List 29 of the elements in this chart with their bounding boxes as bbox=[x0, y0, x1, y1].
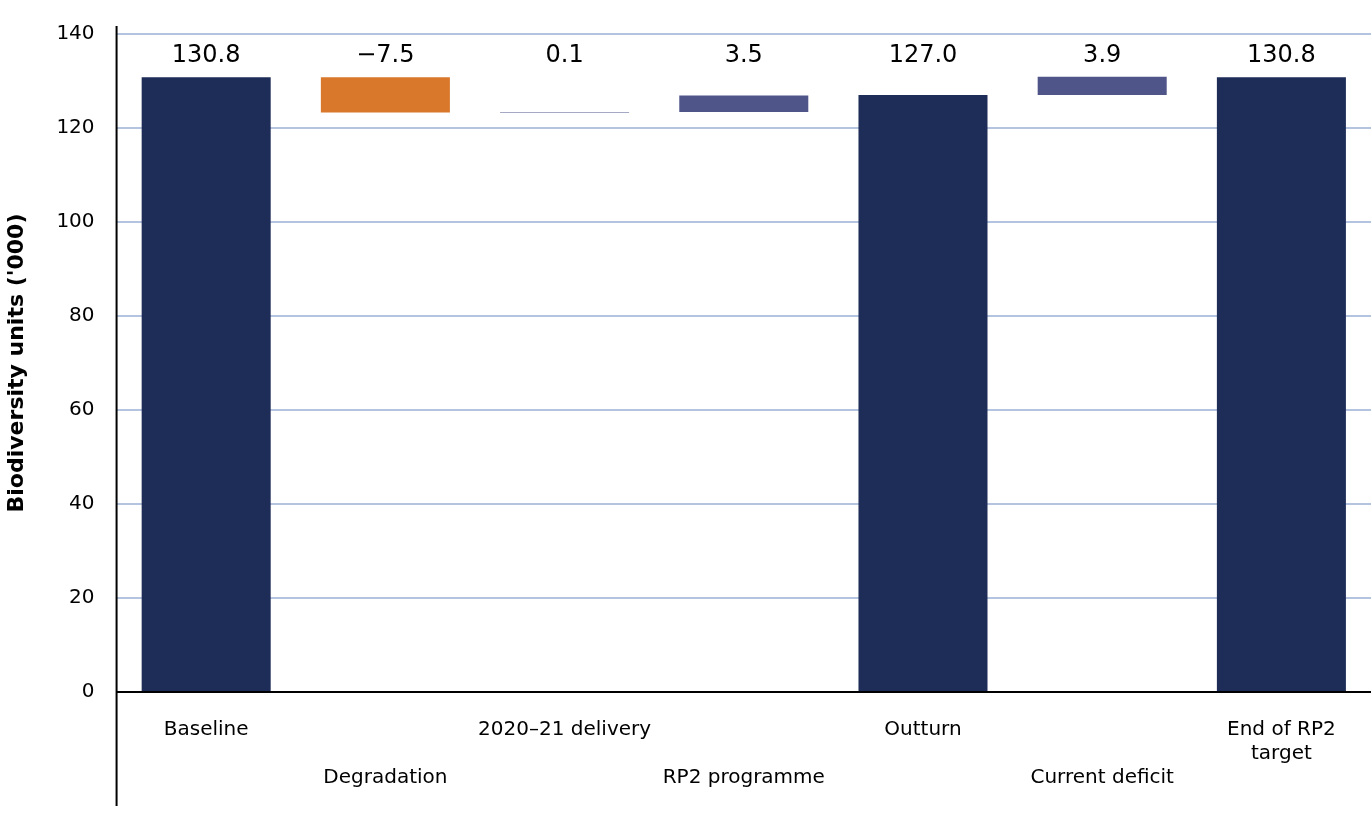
data-label: −7.5 bbox=[356, 39, 415, 68]
y-tick-label: 100 bbox=[56, 208, 95, 233]
x-tick-label: Baseline bbox=[163, 716, 249, 741]
data-label: 130.8 bbox=[171, 39, 241, 68]
bar bbox=[1216, 77, 1346, 691]
x-tick-label: Degradation bbox=[323, 764, 448, 789]
bar bbox=[320, 77, 450, 113]
x-tick-label: RP2 programme bbox=[662, 764, 825, 789]
data-label: 127.0 bbox=[888, 39, 958, 68]
y-axis-title: Biodiversity units ('000) bbox=[2, 213, 28, 513]
bar bbox=[858, 95, 988, 691]
bar bbox=[679, 95, 809, 113]
x-tick-label: 2020–21 delivery bbox=[478, 716, 652, 741]
data-label: 130.8 bbox=[1247, 39, 1316, 68]
y-tick-label: 140 bbox=[56, 20, 95, 45]
y-tick-label: 60 bbox=[69, 396, 95, 421]
data-label: 3.9 bbox=[1083, 39, 1122, 68]
data-label: 0.1 bbox=[545, 39, 584, 68]
x-tick-label: Outturn bbox=[884, 716, 962, 741]
y-tick-label: 40 bbox=[69, 490, 95, 515]
y-tick-label: 120 bbox=[56, 114, 95, 139]
x-tick-label: End of RP2 target bbox=[1227, 716, 1336, 765]
bar bbox=[1037, 76, 1167, 96]
data-label: 3.5 bbox=[724, 39, 763, 68]
bar bbox=[141, 77, 271, 691]
y-tick-label: 20 bbox=[69, 584, 95, 609]
y-tick-label: 0 bbox=[81, 678, 95, 703]
y-tick-label: 80 bbox=[69, 302, 95, 327]
x-tick-label: Current deficit bbox=[1030, 764, 1175, 789]
